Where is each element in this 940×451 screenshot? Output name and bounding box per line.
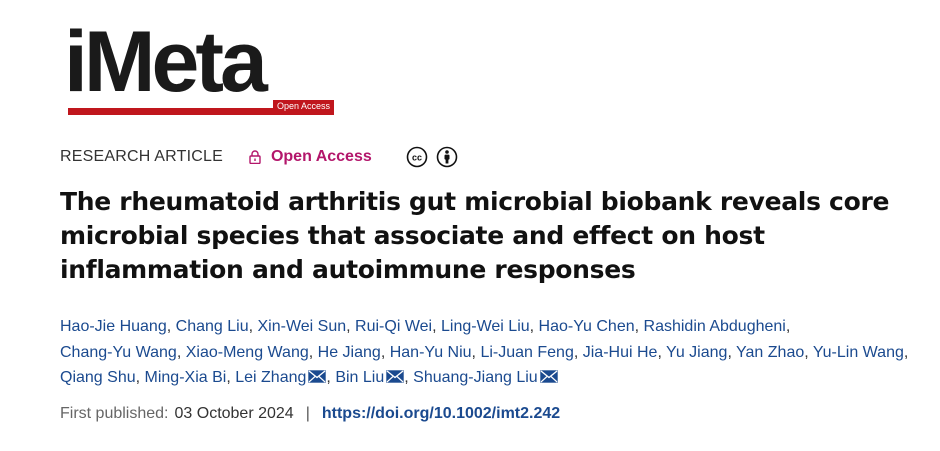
author-item: Jia-Hui He, <box>583 344 662 361</box>
by-attribution-icon[interactable] <box>436 146 458 168</box>
author-separator: , <box>657 343 662 361</box>
author-list: Hao-Jie Huang, Chang Liu, Xin-Wei Sun, R… <box>60 314 910 391</box>
author-item: Xiao-Meng Wang, <box>186 344 313 361</box>
author-item: Li-Juan Feng, <box>480 344 578 361</box>
publication-date: 03 October 2024 <box>174 405 294 422</box>
author-item: Chang-Yu Wang, <box>60 344 181 361</box>
first-published-label: First published: <box>60 405 169 422</box>
author-item: Yu-Lin Wang, <box>813 344 908 361</box>
doi-link[interactable]: https://doi.org/10.1002/imt2.242 <box>321 405 561 422</box>
envelope-icon[interactable] <box>308 366 327 383</box>
author-name[interactable]: Hao-Jie Huang <box>60 318 167 335</box>
author-item: Xin-Wei Sun, <box>258 318 351 335</box>
article-meta-row: RESEARCH ARTICLE Open Access cc <box>60 145 458 169</box>
author-name[interactable]: Rashidin Abdugheni <box>643 318 786 335</box>
author-separator: , <box>166 318 172 335</box>
svg-text:cc: cc <box>412 153 422 163</box>
author-item: Qiang Shu, <box>60 369 140 386</box>
author-name[interactable]: Xin-Wei Sun <box>257 318 347 335</box>
author-separator: , <box>380 343 386 361</box>
author-item: Yan Zhao, <box>736 344 809 361</box>
author-item: Chang Liu, <box>176 318 253 335</box>
author-separator: , <box>471 343 476 361</box>
author-item: He Jiang, <box>318 344 386 361</box>
author-separator: , <box>326 369 331 386</box>
author-name[interactable]: Lei Zhang <box>235 369 307 386</box>
author-item: Han-Yu Niu, <box>390 344 476 361</box>
author-name[interactable]: Han-Yu Niu <box>389 343 472 361</box>
author-item: Ming-Xia Bi, <box>145 369 231 386</box>
author-item: Shuang-Jiang Liu <box>413 369 558 386</box>
author-name[interactable]: Yu Jiang <box>666 343 728 361</box>
author-separator: , <box>226 369 231 386</box>
author-name[interactable]: Li-Juan Feng <box>480 343 574 361</box>
author-name[interactable]: Chang-Yu Wang <box>60 343 177 361</box>
envelope-icon[interactable] <box>539 366 558 383</box>
open-access-label[interactable]: Open Access <box>270 148 372 165</box>
author-separator: , <box>634 318 640 335</box>
author-separator: , <box>308 343 314 361</box>
author-item: Lei Zhang, <box>235 369 331 386</box>
author-item: Hao-Yu Chen, <box>539 318 640 335</box>
lock-icon <box>249 150 261 165</box>
author-separator: , <box>804 343 809 361</box>
author-separator: , <box>346 318 351 335</box>
author-name[interactable]: Qiang Shu <box>60 369 136 386</box>
author-separator: , <box>727 343 732 361</box>
author-item: Hao-Jie Huang, <box>60 318 171 335</box>
author-separator: , <box>529 318 535 335</box>
author-separator: , <box>176 343 182 361</box>
logo-open-access-badge: Open Access <box>272 100 334 112</box>
author-name[interactable]: Shuang-Jiang Liu <box>413 369 538 386</box>
article-type: RESEARCH ARTICLE <box>60 148 223 165</box>
author-name[interactable]: Ming-Xia Bi <box>144 369 227 386</box>
envelope-icon[interactable] <box>386 366 404 383</box>
license-icons[interactable]: cc <box>406 146 458 168</box>
journal-logo[interactable]: iMeta Open Access <box>64 14 334 118</box>
author-item: Rui-Qi Wei, <box>355 318 437 335</box>
article-title: The rheumatoid arthritis gut microbial b… <box>60 187 890 284</box>
author-item: Rashidin Abdugheni, <box>644 318 791 335</box>
author-item: Yu Jiang, <box>666 344 732 361</box>
author-item: Bin Liu, <box>335 369 408 386</box>
author-separator: , <box>573 343 579 361</box>
author-item: Ling-Wei Liu, <box>441 318 534 335</box>
author-separator: , <box>135 369 141 386</box>
author-name[interactable]: Chang Liu <box>175 318 249 335</box>
cc-icon[interactable]: cc <box>406 146 428 168</box>
author-name[interactable]: Jia-Hui He <box>582 343 658 361</box>
publication-info: First published: 03 October 2024 | https… <box>60 405 560 423</box>
journal-logo-wordmark: iMeta <box>64 14 268 110</box>
author-name[interactable]: Hao-Yu Chen <box>538 318 635 335</box>
logo-underline <box>68 108 334 115</box>
author-name[interactable]: Bin Liu <box>335 369 385 386</box>
author-separator: , <box>432 318 437 335</box>
author-separator: , <box>404 369 409 386</box>
separator: | <box>305 405 310 422</box>
author-name[interactable]: Yan Zhao <box>736 343 805 361</box>
author-separator: , <box>785 318 791 335</box>
author-name[interactable]: Xiao-Meng Wang <box>185 343 309 361</box>
author-name[interactable]: Rui-Qi Wei <box>355 318 433 335</box>
author-separator: , <box>903 343 909 361</box>
author-name[interactable]: Yu-Lin Wang <box>812 343 904 361</box>
author-separator: , <box>248 318 254 335</box>
author-name[interactable]: He Jiang <box>317 343 381 361</box>
author-name[interactable]: Ling-Wei Liu <box>441 318 530 335</box>
